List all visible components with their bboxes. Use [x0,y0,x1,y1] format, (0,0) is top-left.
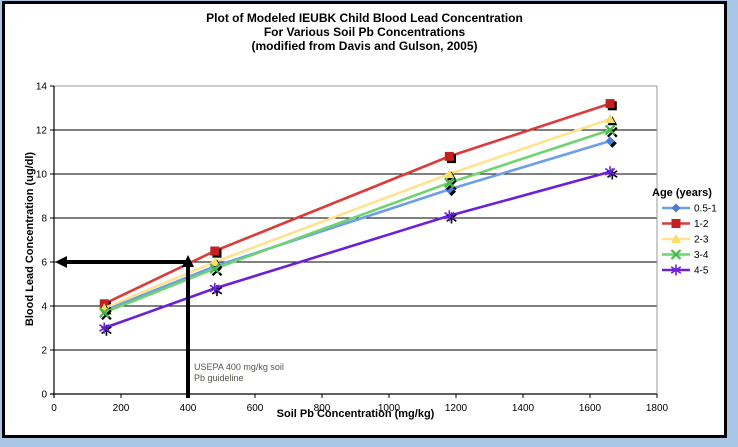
chart-title-line-1: Plot of Modeled IEUBK Child Blood Lead C… [206,11,523,25]
asterisk-marker [444,210,455,222]
guideline-annotation-line-2: Pb guideline [194,373,244,383]
series-line-3-4 [102,128,612,314]
chart-title-line-3: (modified from Davis and Gulson, 2005) [251,39,478,53]
x-tick-label: 1600 [579,403,602,414]
x-axis-title: Soil Pb Concentration (mg/kg) [276,408,435,420]
x-tick-label: 1800 [646,403,669,414]
x-tick-label: 400 [180,403,197,414]
series-line-1-2 [102,102,612,306]
y-tick-label: 4 [41,302,47,313]
triangle-marker [444,169,455,178]
y-tick-label: 8 [41,214,47,225]
x-tick-label: 1000 [378,403,401,414]
x-marker [444,177,455,189]
y-tick-label: 2 [41,346,47,357]
asterisk-marker [604,166,616,178]
square-marker [444,151,454,161]
square-marker [210,246,220,256]
series-line-2-3 [102,117,612,310]
x-tick-label: 1200 [445,403,468,414]
diamond-marker [444,184,454,194]
asterisk-marker [209,282,221,294]
y-tick-label: 12 [36,126,48,137]
asterisk-marker [670,264,682,276]
series-line-0.5-1 [102,139,612,312]
guideline-horizontal-arrowhead [55,256,67,268]
x-tick-label: 600 [247,403,264,414]
triangle-marker [671,234,681,243]
square-marker [605,99,615,109]
x-tick-label: 1400 [512,403,535,414]
legend-label: 1-2 [694,219,709,230]
y-tick-label: 10 [36,170,48,181]
x-marker [604,124,616,136]
triangle-marker [209,257,220,266]
legend-title: Age (years) [652,187,712,199]
x-tick-label: 800 [314,403,331,414]
plot-area: 0 200 400 600 800 1000 1200 1400 1600 1800 0 2 4 6 8 10… [36,82,717,415]
legend-label: 4-5 [694,266,709,277]
triangle-marker [605,114,616,123]
x-marker [670,249,682,260]
x-marker [209,263,221,274]
series-line-4-5 [102,170,612,330]
legend-label: 0.5-1 [694,204,717,215]
y-axis-title: Blood Lead Concentration (ug/dl) [24,151,36,327]
square-marker [671,219,681,228]
x-marker [98,307,110,318]
legend-label: 2-3 [694,235,709,246]
guideline-annotation-line-1: USEPA 400 mg/kg soil [194,362,284,372]
asterisk-marker [99,322,110,334]
diamond-marker [605,136,615,146]
legend-label: 3-4 [694,250,709,261]
diamond-marker [671,203,681,213]
x-tick-label: 200 [113,403,130,414]
y-tick-label: 0 [41,390,47,401]
chart-title-line-2: For Various Soil Pb Concentrations [263,25,466,39]
y-tick-label: 6 [41,258,47,269]
chart-title: Plot of Modeled IEUBK Child Blood Lead C… [5,11,724,53]
x-tick-label: 0 [51,403,57,414]
guideline-annotation: USEPA 400 mg/kg soil Pb guideline [194,362,284,384]
chart-canvas: Plot of Modeled IEUBK Child Blood Lead C… [2,1,727,438]
y-tick-label: 14 [36,82,48,93]
